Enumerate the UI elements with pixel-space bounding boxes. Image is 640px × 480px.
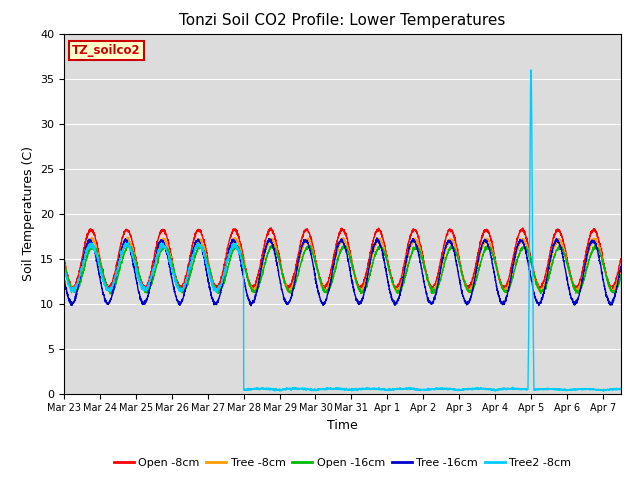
- Text: TZ_soilco2: TZ_soilco2: [72, 44, 141, 58]
- X-axis label: Time: Time: [327, 419, 358, 432]
- Title: Tonzi Soil CO2 Profile: Lower Temperatures: Tonzi Soil CO2 Profile: Lower Temperatur…: [179, 13, 506, 28]
- Y-axis label: Soil Temperatures (C): Soil Temperatures (C): [22, 146, 35, 281]
- Legend: Open -8cm, Tree -8cm, Open -16cm, Tree -16cm, Tree2 -8cm: Open -8cm, Tree -8cm, Open -16cm, Tree -…: [109, 453, 575, 472]
